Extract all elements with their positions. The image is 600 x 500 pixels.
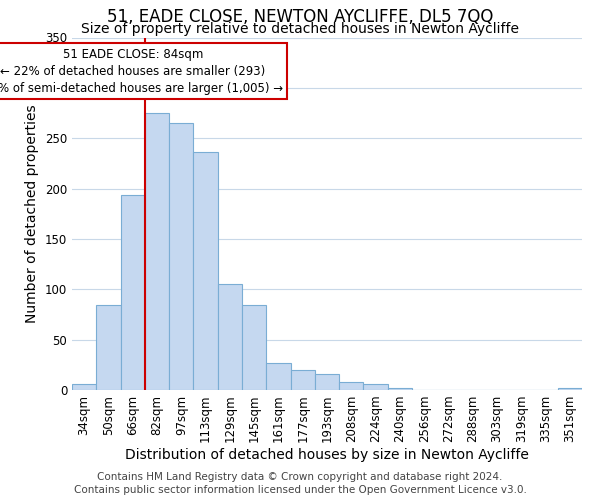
Bar <box>96 306 121 390</box>
Bar <box>315 374 339 390</box>
Text: 51, EADE CLOSE, NEWTON AYCLIFFE, DL5 7QQ: 51, EADE CLOSE, NEWTON AYCLIFFE, DL5 7QQ <box>107 8 493 26</box>
Text: Contains HM Land Registry data © Crown copyright and database right 2024.
Contai: Contains HM Land Registry data © Crown c… <box>74 472 526 495</box>
Bar <box>364 384 388 390</box>
Y-axis label: Number of detached properties: Number of detached properties <box>25 104 40 323</box>
Bar <box>72 384 96 390</box>
Bar <box>558 388 582 390</box>
Bar <box>266 363 290 390</box>
Bar <box>339 382 364 390</box>
X-axis label: Distribution of detached houses by size in Newton Aycliffe: Distribution of detached houses by size … <box>125 448 529 462</box>
Bar <box>121 194 145 390</box>
Text: Size of property relative to detached houses in Newton Aycliffe: Size of property relative to detached ho… <box>81 22 519 36</box>
Bar <box>145 113 169 390</box>
Bar <box>290 370 315 390</box>
Bar <box>169 123 193 390</box>
Bar <box>242 306 266 390</box>
Text: 51 EADE CLOSE: 84sqm
← 22% of detached houses are smaller (293)
76% of semi-deta: 51 EADE CLOSE: 84sqm ← 22% of detached h… <box>0 48 283 94</box>
Bar <box>218 284 242 390</box>
Bar <box>193 152 218 390</box>
Bar <box>388 388 412 390</box>
